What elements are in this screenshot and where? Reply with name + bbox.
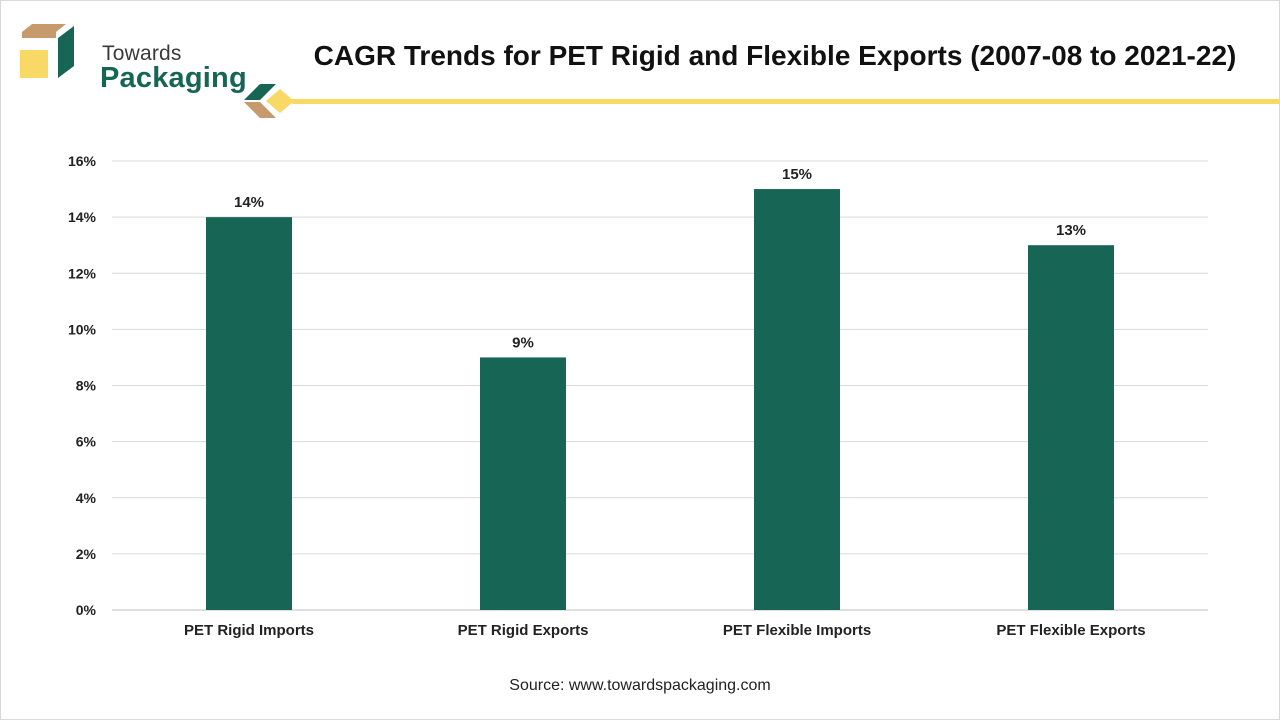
y-tick-label: 8% [76, 378, 97, 394]
x-category-label: PET Flexible Exports [996, 622, 1145, 639]
chart-title: CAGR Trends for PET Rigid and Flexible E… [313, 40, 1237, 71]
bar-4 [1028, 245, 1114, 610]
source-note: Source: www.towardspackaging.com [509, 677, 771, 694]
y-tick-label: 10% [68, 321, 97, 337]
brand-logo: Towards Packaging [16, 20, 247, 94]
x-category-label: PET Rigid Exports [458, 622, 589, 639]
y-tick-label: 6% [76, 434, 97, 450]
bar-1 [206, 217, 292, 610]
y-tick-label: 2% [76, 546, 97, 562]
data-label: 14% [234, 194, 264, 211]
title-underline-decoration [244, 84, 1280, 118]
y-tick-label: 0% [76, 602, 97, 618]
brand-name-line2: Packaging [100, 62, 247, 94]
data-label: 15% [782, 166, 812, 183]
x-category-label: PET Rigid Imports [184, 622, 314, 639]
data-label: 13% [1056, 222, 1086, 239]
y-tick-label: 12% [68, 265, 97, 281]
bar-2 [480, 357, 566, 610]
data-label: 9% [512, 334, 534, 351]
x-category-label: PET Flexible Imports [723, 622, 871, 639]
bar-3 [754, 189, 840, 610]
box-logo-icon [20, 24, 74, 78]
y-tick-label: 4% [76, 490, 97, 506]
bar-chart: 0% 2% 4% 6% 8% 10% 12% 14% 16% 14% PET Rigid Impor… [68, 153, 1208, 639]
brand-name-line1: Towards [102, 42, 182, 65]
y-tick-label: 16% [68, 153, 97, 169]
y-tick-label: 14% [68, 209, 97, 225]
